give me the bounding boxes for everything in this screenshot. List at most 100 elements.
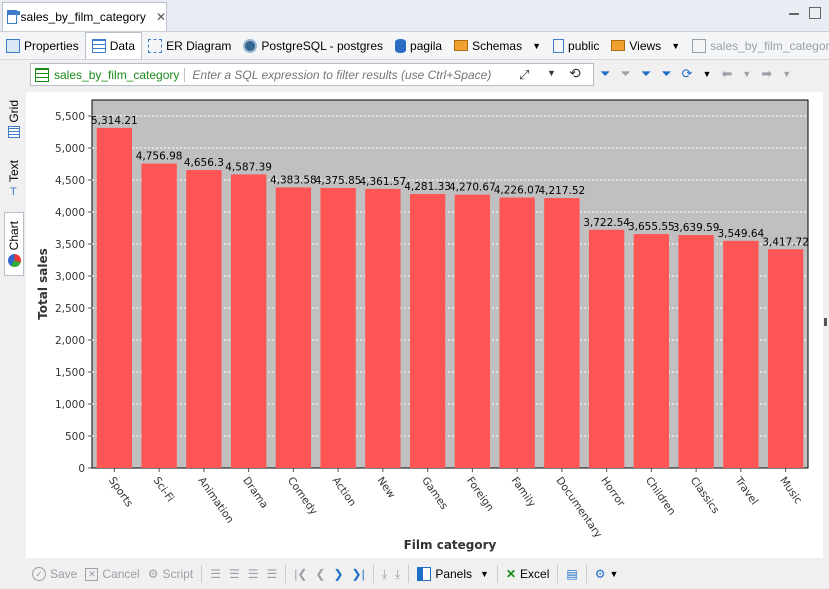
first-page-button[interactable]: |❮ — [290, 567, 311, 581]
filter-input[interactable] — [190, 66, 525, 83]
chevron-down-icon[interactable]: ▼ — [480, 569, 489, 579]
edit-row-button[interactable]: ☰ — [206, 567, 225, 581]
chevron-down-icon[interactable]: ▼ — [782, 69, 792, 79]
fetch-button[interactable]: ⤓ — [378, 567, 391, 582]
back-icon[interactable]: ⬅ — [721, 66, 733, 81]
bar — [186, 169, 222, 468]
next-page-button[interactable]: ❯ — [329, 567, 347, 581]
filter-settings-icon[interactable]: ⏷ — [661, 66, 672, 81]
refresh-icon[interactable]: ⟳ — [681, 66, 693, 81]
excel-icon: ✕ — [505, 567, 517, 581]
breadcrumb-view[interactable]: sales_by_film_category — [686, 32, 829, 59]
data-label: 4,361.57 — [359, 176, 406, 188]
chevron-down-icon[interactable]: ▼ — [742, 69, 752, 79]
y-tick-label: 3,500 — [55, 239, 85, 251]
copy-row-button[interactable]: ☰ — [244, 567, 263, 581]
filter-toolbar: ⏷ ⏷ ⏷ ⏷ ⟳ ▼ ⬅ ▼ ➡ ▼ — [600, 66, 791, 82]
fetch-all-icon: ⤓ — [395, 566, 401, 581]
tab-label: Schemas — [472, 38, 523, 53]
grid-icon — [8, 126, 20, 138]
excel-label: Excel — [520, 567, 550, 581]
data-label: 4,756.98 — [136, 151, 183, 163]
chevron-down-icon[interactable]: ▼ — [702, 69, 712, 79]
next-icon: ❯ — [333, 567, 344, 581]
apply-filter-icon[interactable]: ⏷ — [600, 66, 611, 81]
delete-row-button[interactable]: ☰ — [262, 567, 281, 581]
bar — [544, 198, 580, 468]
save-filter-icon[interactable]: ⏷ — [640, 66, 652, 81]
side-tab-grid[interactable]: Grid — [4, 96, 24, 126]
refresh-filter-icon[interactable]: ⟲ — [569, 65, 581, 81]
x-tick-label: Comedy — [285, 475, 320, 517]
edit-row-icon: ☰ — [210, 567, 221, 581]
excel-export-button[interactable]: ✕ Excel — [502, 567, 553, 581]
bottom-toolbar: ✓ Save ✕ Cancel ⚙ Script ☰ ☰ ☰ ☰ |❮ ❮ ❯ … — [0, 559, 829, 589]
add-row-button[interactable]: ☰ — [225, 567, 244, 581]
y-tick-label: 4,000 — [55, 207, 85, 219]
chevron-down-icon[interactable]: ▼ — [532, 40, 542, 51]
side-tab-chart[interactable]: Chart — [4, 212, 24, 276]
fetch-all-button[interactable]: ⤓ — [391, 567, 404, 582]
breadcrumb-connection[interactable]: PostgreSQL - postgres — [237, 32, 389, 59]
breadcrumb-schema[interactable]: public — [547, 32, 605, 59]
table-icon — [91, 39, 106, 53]
tab-properties[interactable]: Properties — [0, 32, 85, 59]
editor-subtabs: Properties Data ER Diagram PostgreSQL - … — [0, 32, 829, 60]
bar — [633, 234, 670, 468]
chart-panel: 0 500 1,000 1,500 2,000 2,500 3,000 3,500 4,000 4… — [26, 92, 823, 558]
postgres-icon — [243, 38, 258, 53]
script-button[interactable]: ⚙ Script — [144, 567, 197, 581]
x-tick-label: Sports — [106, 475, 135, 509]
panels-button[interactable]: Panels ▼ — [413, 567, 493, 581]
clear-filter-icon[interactable]: ⏷ — [620, 66, 631, 81]
x-tick-label: Drama — [240, 475, 270, 511]
x-axis-title: Film category — [404, 538, 497, 552]
y-axis-title: Total sales — [36, 248, 50, 320]
bar — [320, 187, 356, 468]
layout-button[interactable]: ▤ — [562, 567, 581, 581]
script-icon: ⚙ — [147, 567, 159, 581]
tab-data[interactable]: Data — [84, 32, 143, 59]
filter-history-icon[interactable]: ▼ — [547, 68, 556, 78]
editor-tab[interactable]: sales_by_film_category ✕ — [2, 2, 167, 31]
er-diagram-icon — [148, 38, 163, 53]
data-label: 4,217.52 — [538, 185, 585, 197]
settings-button[interactable]: ⚙ ▼ — [591, 567, 623, 581]
data-label: 4,375.85 — [315, 175, 362, 187]
bar — [454, 194, 491, 468]
breadcrumb-views[interactable]: Views ▼ — [605, 32, 686, 59]
expand-icon[interactable]: ⤢ — [519, 67, 530, 82]
x-tick-label: Action — [330, 475, 359, 509]
chevron-down-icon[interactable]: ▼ — [609, 569, 619, 579]
panels-icon — [417, 567, 432, 581]
maximize-icon[interactable] — [809, 7, 821, 19]
previous-page-button[interactable]: ❮ — [311, 567, 329, 581]
last-page-button[interactable]: ❯| — [348, 567, 369, 581]
editor-tab-title: sales_by_film_category — [20, 10, 146, 24]
view-table-icon — [7, 10, 20, 24]
chevron-down-icon[interactable]: ▼ — [671, 40, 681, 51]
close-icon[interactable]: ✕ — [155, 10, 166, 24]
data-label: 4,270.67 — [449, 182, 496, 194]
side-tab-text[interactable]: Text — [4, 156, 24, 186]
breadcrumb-schemas[interactable]: Schemas ▼ — [448, 32, 547, 59]
save-button[interactable]: ✓ Save — [28, 567, 81, 581]
bar — [96, 127, 133, 468]
save-label: Save — [50, 567, 78, 581]
cancel-label: Cancel — [102, 567, 140, 581]
bar — [141, 163, 177, 468]
bar — [275, 187, 312, 469]
x-tick-label: Family — [509, 475, 538, 510]
delete-row-icon: ☰ — [266, 567, 278, 581]
y-tick-label: 4,500 — [55, 175, 85, 187]
bar — [767, 249, 804, 468]
data-label: 4,281.33 — [404, 181, 451, 193]
forward-icon[interactable]: ➡ — [761, 66, 773, 81]
y-tick-label: 1,500 — [55, 367, 85, 379]
cancel-button[interactable]: ✕ Cancel — [81, 567, 143, 581]
minimize-icon[interactable] — [789, 9, 799, 15]
tab-er-diagram[interactable]: ER Diagram — [142, 32, 237, 59]
views-icon — [611, 40, 626, 51]
breadcrumb-database[interactable]: pagila — [389, 32, 448, 59]
panel-resize-handle[interactable] — [824, 318, 829, 326]
